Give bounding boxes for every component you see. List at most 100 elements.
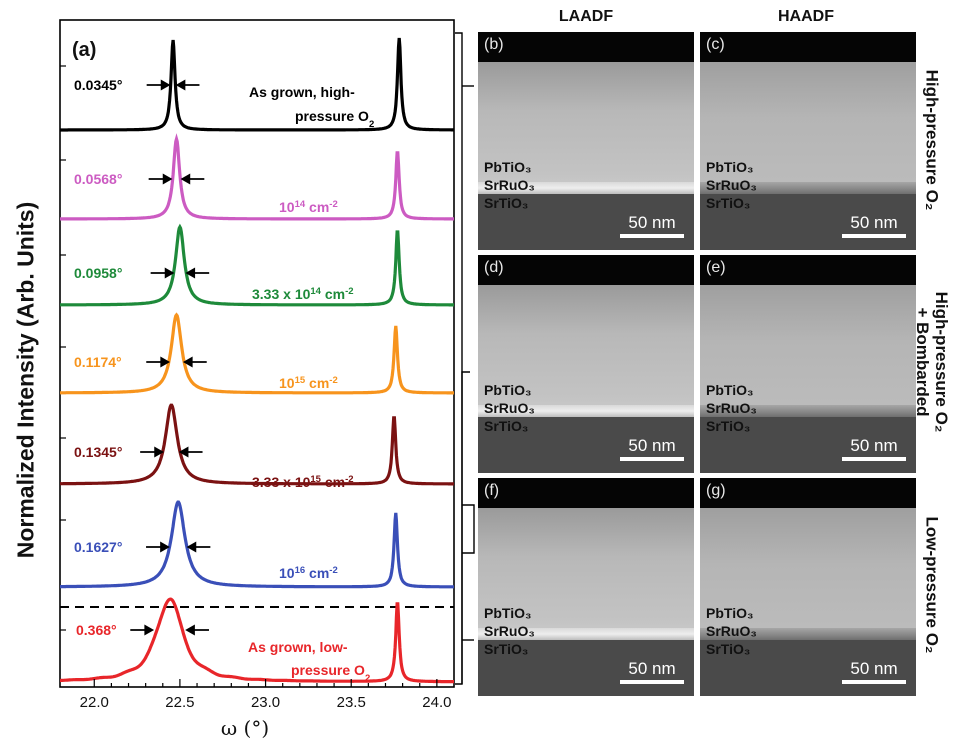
series-line (60, 133, 454, 221)
substrate-region (478, 194, 694, 250)
series-label: As grown, high- (249, 84, 355, 100)
layer-label: SrRuO₃ (706, 623, 757, 639)
scale-bar-line (842, 234, 906, 238)
y-axis-title: Normalized Intensity (Arb. Units) (6, 90, 46, 670)
panel-letter: (g) (706, 482, 726, 499)
scale-bar-label: 50 nm (850, 213, 898, 232)
series-label: As grown, low- (248, 639, 348, 655)
scale-bar-label: 50 nm (850, 436, 898, 455)
fwhm-label: 0.368° (76, 622, 117, 638)
dataset-brackets (455, 32, 475, 685)
layer-label: PbTiO₃ (706, 605, 754, 621)
series-0: 0.0345° As grown, high-pressure O2 (60, 37, 454, 132)
series-line (60, 500, 454, 589)
panel-label-a: (a) (72, 39, 96, 61)
series-label: pressure O2 (291, 662, 370, 684)
vacuum-region (478, 478, 694, 508)
layer-label: PbTiO₃ (706, 159, 754, 175)
film-region (478, 285, 694, 425)
series-label: 1015 cm-2 (279, 375, 338, 392)
panel-letter: (d) (484, 259, 504, 276)
fwhm-label: 0.1627° (74, 539, 122, 555)
layer-label: PbTiO₃ (484, 382, 532, 398)
layer-label: SrTiO₃ (484, 195, 529, 211)
fwhm-arrows (146, 541, 211, 553)
fwhm-arrows (148, 173, 205, 185)
layer-label: PbTiO₃ (484, 605, 532, 621)
stem-image-e: (e) PbTiO₃ SrRuO₃ SrTiO₃ 50 nm (700, 255, 916, 473)
layer-label: SrRuO₃ (484, 623, 535, 639)
scale-bar: 50 nm (620, 659, 684, 684)
scale-bar: 50 nm (842, 659, 906, 684)
scale-bar: 50 nm (842, 436, 906, 461)
layer-label: SrRuO₃ (484, 400, 535, 416)
layer-label: SrRuO₃ (484, 177, 535, 193)
series-label: pressure O2 (295, 108, 374, 130)
x-tick-label: 23.0 (251, 694, 280, 711)
vacuum-region (700, 255, 916, 285)
scale-bar: 50 nm (620, 436, 684, 461)
stem-image-g: (g) PbTiO₃ SrRuO₃ SrTiO₃ 50 nm (700, 478, 916, 696)
scale-bar-line (842, 457, 906, 461)
film-region (478, 62, 694, 202)
fwhm-arrows (150, 267, 210, 279)
series-6: 0.368° As grown, low-pressure O2 (60, 597, 454, 684)
series-label: 3.33 x 1015 cm-2 (252, 474, 354, 491)
x-tick-label: 24.0 (422, 694, 451, 711)
substrate-region (700, 640, 916, 696)
series-label: 1016 cm-2 (279, 565, 338, 582)
layer-label: PbTiO₃ (484, 159, 532, 175)
film-region (478, 508, 694, 648)
layer-label: SrTiO₃ (706, 641, 751, 657)
x-tick-label: 23.5 (337, 694, 366, 711)
row-label-text: High-pressure O₂ (922, 69, 942, 211)
panel-letter: (b) (484, 36, 504, 53)
film-region (700, 285, 916, 425)
fwhm-arrows (130, 624, 209, 636)
scale-bar-label: 50 nm (850, 659, 898, 678)
fwhm-arrows (140, 446, 203, 458)
film-region (700, 62, 916, 202)
panel-letter: (e) (706, 259, 726, 276)
fwhm-label: 0.1174° (74, 354, 122, 370)
series-label: 1014 cm-2 (279, 199, 338, 216)
layer-label: SrTiO₃ (706, 418, 751, 434)
layer-label: PbTiO₃ (706, 382, 754, 398)
x-tick-label: 22.0 (80, 694, 109, 711)
fwhm-label: 0.0345° (74, 77, 122, 93)
layer-label: SrRuO₃ (706, 177, 757, 193)
interface-region (700, 405, 916, 417)
scale-bar-line (620, 457, 684, 461)
interface-region (700, 182, 916, 194)
layer-label: SrTiO₃ (706, 195, 751, 211)
series-line (60, 223, 454, 307)
scale-bar: 50 nm (620, 213, 684, 238)
interface-region (478, 182, 694, 194)
row-label-text: High-pressure O₂ + Bombarded (913, 291, 951, 433)
scale-bar-label: 50 nm (628, 213, 676, 232)
scale-bar-label: 50 nm (628, 436, 676, 455)
fwhm-label: 0.1345° (74, 444, 122, 460)
vacuum-region (478, 255, 694, 285)
fwhm-label: 0.0958° (74, 265, 122, 281)
substrate-region (700, 194, 916, 250)
stem-image-d: (d) PbTiO₃ SrRuO₃ SrTiO₃ 50 nm (478, 255, 694, 473)
row-label-bombarded: High-pressure O₂ + Bombarded (912, 252, 952, 472)
fwhm-label: 0.0568° (74, 171, 122, 187)
row-label-high-pressure: High-pressure O₂ (912, 30, 952, 250)
column-header-haadf: HAADF (778, 8, 834, 25)
interface-region (478, 628, 694, 640)
film-region (700, 508, 916, 648)
substrate-region (478, 640, 694, 696)
series-3: 0.1174° 1015 cm-2 (60, 312, 454, 395)
vacuum-region (700, 478, 916, 508)
x-axis-title: ω (°) (220, 716, 270, 740)
fwhm-arrows (146, 356, 207, 368)
series-line (60, 312, 454, 395)
series-1: 0.0568° 1014 cm-2 (60, 133, 454, 221)
x-tick-label: 22.5 (165, 694, 194, 711)
scale-bar-line (620, 680, 684, 684)
series-line (60, 403, 454, 486)
vacuum-region (700, 32, 916, 62)
